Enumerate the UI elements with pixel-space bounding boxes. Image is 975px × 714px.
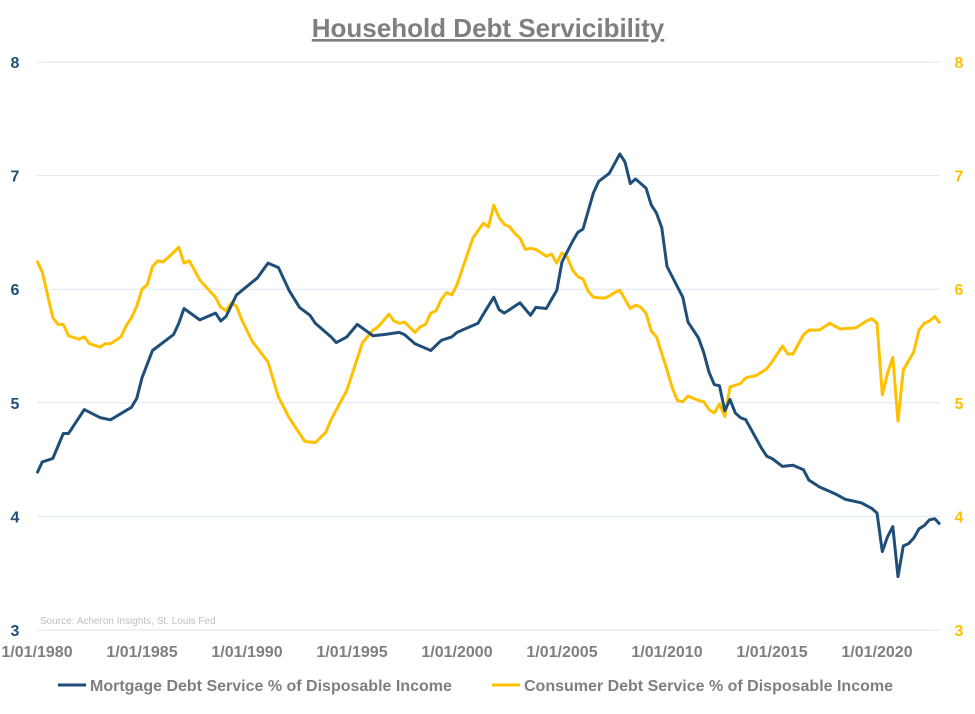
x-tick-label: 1/01/1995 xyxy=(316,644,387,661)
right-y-tick-label: 8 xyxy=(955,55,964,72)
x-tick-label: 1/01/2000 xyxy=(421,644,492,661)
legend-label-mortgage: Mortgage Debt Service % of Disposable In… xyxy=(90,678,452,695)
right-y-tick-label: 5 xyxy=(955,396,964,413)
series-lines xyxy=(35,152,942,579)
left-y-axis: 3 4 5 6 7 8 xyxy=(11,55,20,640)
x-axis: 1/01/1980 1/01/1985 1/01/1990 1/01/1995 1/01… xyxy=(1,644,912,661)
gridlines xyxy=(37,61,940,631)
left-y-tick-label: 8 xyxy=(11,55,20,72)
left-y-tick-label: 4 xyxy=(11,509,20,526)
x-tick-label: 1/01/2015 xyxy=(736,644,807,661)
source-note: Source: Acheron Insights, St. Louis Fed xyxy=(40,616,216,627)
right-y-axis: 3 4 5 6 7 8 xyxy=(955,55,964,640)
chart-title: Household Debt Servicibility xyxy=(312,13,665,43)
right-y-tick-label: 6 xyxy=(955,282,964,299)
x-tick-label: 1/01/1980 xyxy=(1,644,72,661)
x-tick-label: 1/01/2010 xyxy=(631,644,702,661)
left-y-tick-label: 7 xyxy=(11,169,20,186)
left-y-tick-label: 3 xyxy=(11,623,20,640)
x-tick-label: 1/01/1990 xyxy=(211,644,282,661)
legend: Mortgage Debt Service % of Disposable In… xyxy=(58,678,893,695)
x-tick-label: 1/01/2020 xyxy=(841,644,912,661)
legend-label-consumer: Consumer Debt Service % of Disposable In… xyxy=(524,678,893,695)
left-y-tick-label: 6 xyxy=(11,282,20,299)
right-y-tick-label: 7 xyxy=(955,169,964,186)
consumer-series-line xyxy=(35,203,942,445)
x-tick-label: 1/01/1985 xyxy=(106,644,177,661)
mortgage-series-line xyxy=(35,152,942,579)
right-y-tick-label: 3 xyxy=(955,623,964,640)
left-y-tick-label: 5 xyxy=(11,396,20,413)
x-tick-label: 1/01/2005 xyxy=(526,644,597,661)
right-y-tick-label: 4 xyxy=(955,509,964,526)
